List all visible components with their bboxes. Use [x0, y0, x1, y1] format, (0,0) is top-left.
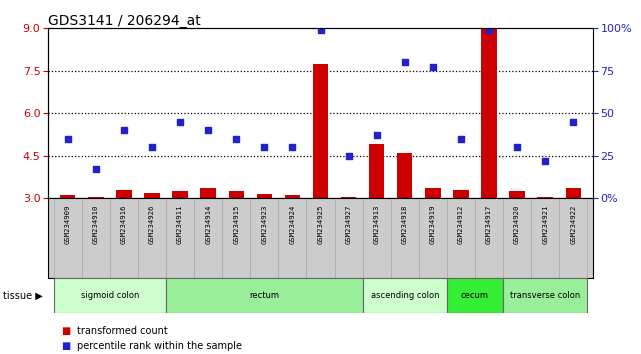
Bar [475, 198, 503, 278]
Text: GSM234922: GSM234922 [570, 205, 576, 244]
Bar [453, 190, 469, 198]
Bar [306, 198, 335, 278]
Bar [565, 188, 581, 198]
Point [568, 119, 578, 125]
Text: GSM234923: GSM234923 [262, 205, 267, 244]
Point [399, 59, 410, 65]
Bar [256, 194, 272, 198]
Point [147, 144, 157, 150]
Text: GSM234925: GSM234925 [317, 205, 324, 244]
Text: percentile rank within the sample: percentile rank within the sample [77, 341, 242, 351]
Text: GSM234912: GSM234912 [458, 205, 464, 244]
Text: GSM234920: GSM234920 [514, 205, 520, 244]
Bar [419, 198, 447, 278]
Bar [425, 188, 440, 198]
Bar [250, 198, 278, 278]
Bar [229, 191, 244, 198]
Bar [60, 195, 76, 198]
Point [315, 27, 326, 33]
Text: GSM234909: GSM234909 [65, 205, 71, 244]
Text: GSM234913: GSM234913 [374, 205, 379, 244]
Text: tissue ▶: tissue ▶ [3, 291, 43, 301]
Bar [369, 144, 385, 198]
Bar [510, 191, 525, 198]
Bar [537, 197, 553, 198]
Bar [341, 197, 356, 198]
Text: GSM234915: GSM234915 [233, 205, 239, 244]
Point [484, 27, 494, 33]
Point [231, 136, 242, 142]
Text: GSM234927: GSM234927 [345, 205, 351, 244]
Text: GSM234919: GSM234919 [430, 205, 436, 244]
Point [175, 119, 185, 125]
Bar [447, 198, 475, 278]
Point [259, 144, 269, 150]
Text: GSM234924: GSM234924 [290, 205, 296, 244]
Bar [172, 191, 188, 198]
Text: GSM234916: GSM234916 [121, 205, 127, 244]
Text: GSM234917: GSM234917 [486, 205, 492, 244]
Bar [222, 198, 250, 278]
Point [344, 153, 354, 159]
Bar [54, 278, 166, 313]
Bar [363, 198, 391, 278]
Bar [201, 188, 216, 198]
Point [63, 136, 73, 142]
Bar [166, 278, 363, 313]
Text: ■: ■ [61, 341, 70, 351]
Bar [285, 195, 300, 198]
Text: GSM234926: GSM234926 [149, 205, 155, 244]
Text: sigmoid colon: sigmoid colon [81, 291, 139, 300]
Bar [138, 198, 166, 278]
Bar [481, 28, 497, 198]
Text: GSM234921: GSM234921 [542, 205, 548, 244]
Text: ascending colon: ascending colon [370, 291, 439, 300]
Point [428, 64, 438, 70]
Text: GSM234911: GSM234911 [177, 205, 183, 244]
Text: ■: ■ [61, 326, 70, 336]
Bar [531, 198, 559, 278]
Bar [391, 198, 419, 278]
Text: GSM234910: GSM234910 [93, 205, 99, 244]
Text: rectum: rectum [249, 291, 279, 300]
Bar [54, 198, 82, 278]
Bar [166, 198, 194, 278]
Bar [88, 197, 104, 198]
Bar [559, 198, 587, 278]
Point [287, 144, 297, 150]
Point [90, 166, 101, 172]
Text: cecum: cecum [461, 291, 489, 300]
Bar [363, 278, 447, 313]
Bar [82, 198, 110, 278]
Bar [194, 198, 222, 278]
Point [456, 136, 466, 142]
Bar [278, 198, 306, 278]
Bar [397, 153, 412, 198]
Point [119, 127, 129, 133]
Point [512, 144, 522, 150]
Bar [447, 278, 503, 313]
Bar [335, 198, 363, 278]
Text: transformed count: transformed count [77, 326, 168, 336]
Text: GSM234918: GSM234918 [402, 205, 408, 244]
Bar [503, 278, 587, 313]
Point [372, 132, 382, 138]
Bar [313, 64, 328, 198]
Point [203, 127, 213, 133]
Bar [503, 198, 531, 278]
Point [540, 158, 551, 164]
Text: transverse colon: transverse colon [510, 291, 580, 300]
Text: GDS3141 / 206294_at: GDS3141 / 206294_at [48, 14, 201, 28]
Bar [110, 198, 138, 278]
Bar [116, 190, 131, 198]
Bar [144, 193, 160, 198]
Text: GSM234914: GSM234914 [205, 205, 211, 244]
